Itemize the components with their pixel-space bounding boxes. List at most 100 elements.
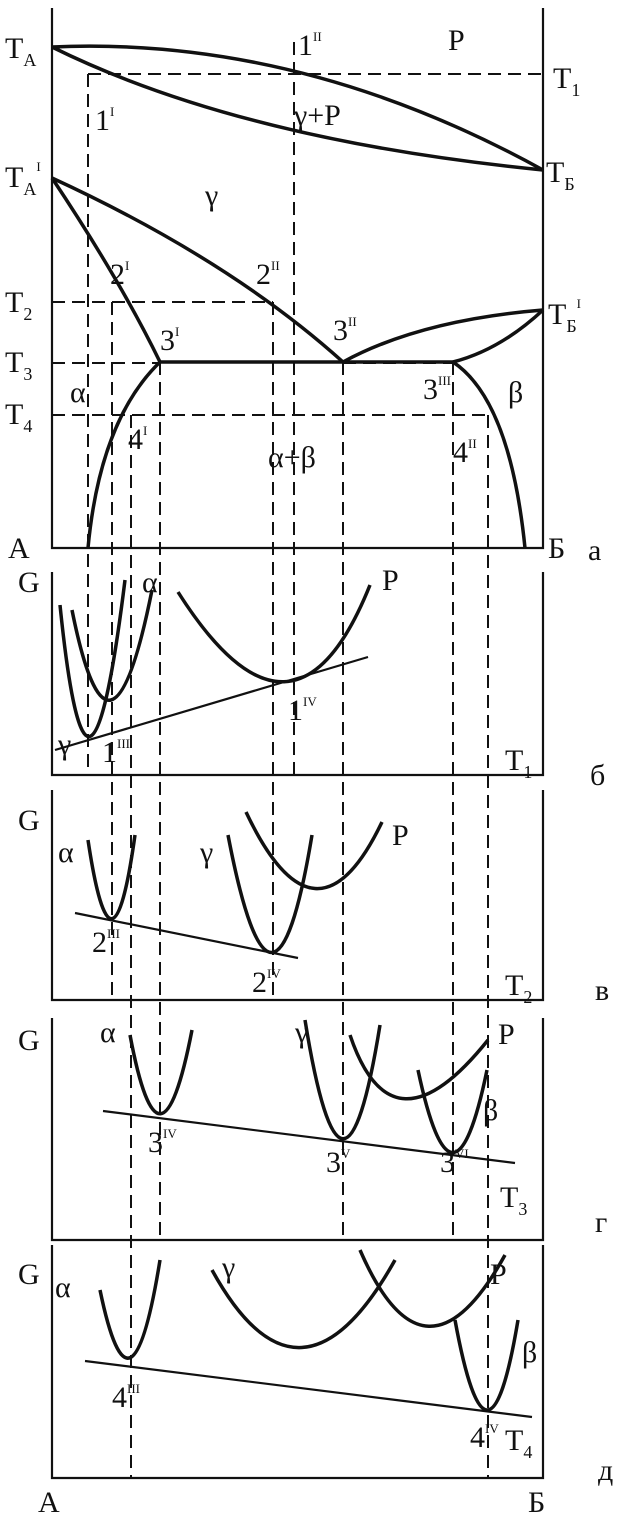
label-main: 1 xyxy=(95,104,110,137)
label: α xyxy=(100,1016,116,1049)
dashed-guides xyxy=(52,42,543,1478)
label-main: α xyxy=(142,566,158,599)
panel-letter: в xyxy=(595,974,609,1007)
label-sup: IV xyxy=(267,966,281,981)
label-sub: Б xyxy=(564,174,574,194)
label-sup: IV xyxy=(303,694,317,709)
label-main: Б xyxy=(528,1486,545,1519)
label-main: α+β xyxy=(268,441,316,474)
label: β xyxy=(508,376,523,409)
label-main: 2 xyxy=(256,258,271,291)
label-main: 3 xyxy=(333,314,348,347)
label-main: α xyxy=(55,1271,71,1304)
label: γ+P xyxy=(293,99,341,132)
label-main: T xyxy=(505,969,523,1002)
label: α xyxy=(142,566,158,599)
panel-a-frame xyxy=(50,8,545,550)
label-main: G xyxy=(18,1258,40,1291)
label-main: 2 xyxy=(252,966,267,999)
label-sup: I xyxy=(175,324,179,339)
label: TAI xyxy=(5,159,41,199)
label-main: T xyxy=(5,32,23,65)
label-main: T xyxy=(548,298,566,331)
label-main: 1 xyxy=(102,736,117,769)
label: α xyxy=(70,376,86,409)
label-main: β xyxy=(522,1336,537,1369)
curves-e xyxy=(98,1249,520,1412)
label-sup: IV xyxy=(163,1126,177,1141)
label-main: P xyxy=(392,819,409,852)
gamma-line xyxy=(51,176,345,364)
label: G xyxy=(18,1258,40,1291)
label: Б xyxy=(548,532,565,565)
label: 3VI xyxy=(440,1146,469,1179)
label: P xyxy=(448,24,465,57)
label: G xyxy=(18,1024,40,1057)
label-main: 3 xyxy=(160,324,175,357)
label-main: T xyxy=(546,156,564,189)
label-main: G xyxy=(18,1024,40,1057)
label-sup: III xyxy=(117,736,130,751)
label: α xyxy=(58,836,74,869)
label: P xyxy=(498,1018,515,1051)
label-sub: A xyxy=(23,50,36,70)
label: γ xyxy=(221,1251,235,1284)
beta-lines xyxy=(342,308,545,364)
phase-lines xyxy=(50,44,545,549)
label-sup: VI xyxy=(455,1146,469,1161)
label: 2II xyxy=(256,258,280,291)
label: TA xyxy=(5,32,36,70)
label-main: γ xyxy=(204,179,218,212)
label: β xyxy=(522,1336,537,1369)
label: γ xyxy=(204,179,218,212)
isotherms xyxy=(52,73,543,416)
tangent xyxy=(74,911,299,960)
label: Б xyxy=(528,1486,545,1519)
label-sub: 2 xyxy=(523,987,532,1007)
label: 3II xyxy=(333,314,357,347)
curves-b xyxy=(58,579,372,739)
label-main: γ+P xyxy=(293,99,341,132)
label: TБ xyxy=(546,156,575,194)
label: G xyxy=(18,804,40,837)
label: 2IV xyxy=(252,966,281,999)
label-sup: III xyxy=(127,1381,140,1396)
panel-d-frame xyxy=(50,1018,545,1242)
label-sup: I xyxy=(110,104,114,119)
label-main: Б xyxy=(548,532,565,565)
label-sub: 4 xyxy=(523,1442,532,1462)
label-main: γ xyxy=(294,1016,308,1049)
label-main: A xyxy=(8,532,30,565)
label-main: 3 xyxy=(148,1126,163,1159)
label-main: α xyxy=(58,836,74,869)
label-sub: 1 xyxy=(571,80,580,100)
tangent xyxy=(84,1359,533,1419)
label: 4I xyxy=(128,423,147,456)
liquidus xyxy=(51,44,544,172)
label: T2 xyxy=(5,286,32,324)
label: 1I xyxy=(95,104,114,137)
panel-letter: д xyxy=(598,1454,613,1487)
label-main: β xyxy=(508,376,523,409)
label: T4 xyxy=(5,398,32,436)
label: 3V xyxy=(326,1146,351,1179)
label-sup: II xyxy=(348,314,357,329)
label-main: 1 xyxy=(288,694,303,727)
label-main: 4 xyxy=(112,1381,127,1414)
label: T3 xyxy=(5,346,32,384)
label: β xyxy=(483,1094,498,1127)
label-main: T xyxy=(5,398,23,431)
label-main: γ xyxy=(221,1251,235,1284)
panel-letter: а xyxy=(588,534,601,567)
beta-solvus xyxy=(452,360,527,549)
label-main: T xyxy=(500,1181,518,1214)
label-main: 4 xyxy=(453,436,468,469)
label: P xyxy=(382,564,399,597)
label-main: P xyxy=(490,1258,507,1291)
label-main: T xyxy=(5,161,23,194)
label: T1 xyxy=(553,62,580,100)
label-main: γ xyxy=(199,836,213,869)
label: T2 xyxy=(505,969,532,1007)
label-sup: III xyxy=(107,926,120,941)
